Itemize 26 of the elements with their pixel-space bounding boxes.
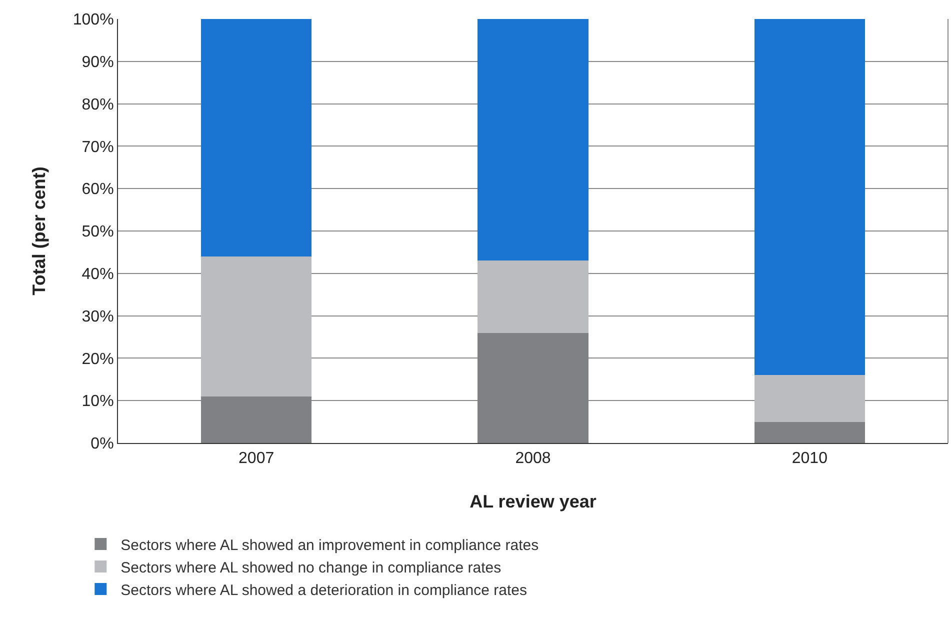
y-tick-label: 40%	[82, 266, 114, 283]
legend-label: Sectors where AL showed a deterioration in compliance rates	[120, 582, 527, 599]
y-tick-label: 80%	[82, 96, 114, 114]
y-tick-label: 60%	[82, 181, 114, 198]
legend-label: Sectors where AL showed an improvement in compliance rates	[120, 536, 539, 554]
bar	[754, 375, 865, 422]
y-tick-label: 90%	[82, 54, 114, 71]
y-tick-label: 0%	[90, 436, 114, 453]
y-tick-label: 20%	[82, 350, 114, 368]
x-tick-label: 2007	[238, 450, 274, 468]
bar	[201, 256, 312, 396]
x-tick-label: 2010	[792, 450, 828, 468]
y-tick-label: 70%	[82, 138, 114, 156]
y-tick-label: 10%	[82, 393, 114, 410]
bar	[478, 19, 588, 261]
x-axis-title: AL review year	[470, 491, 596, 512]
bar	[754, 422, 865, 443]
y-tick-label: 100%	[72, 12, 114, 29]
y-tick-label: 30%	[82, 308, 114, 326]
legend-label: Sectors where AL showed no change in compliance rates	[120, 559, 502, 576]
x-tick-label: 2008	[515, 450, 551, 468]
y-tick-label: 50%	[82, 224, 114, 241]
y-axis-title: Total (per cent)	[29, 166, 50, 296]
bar	[201, 19, 312, 256]
bar	[754, 19, 865, 376]
bar	[478, 260, 588, 333]
